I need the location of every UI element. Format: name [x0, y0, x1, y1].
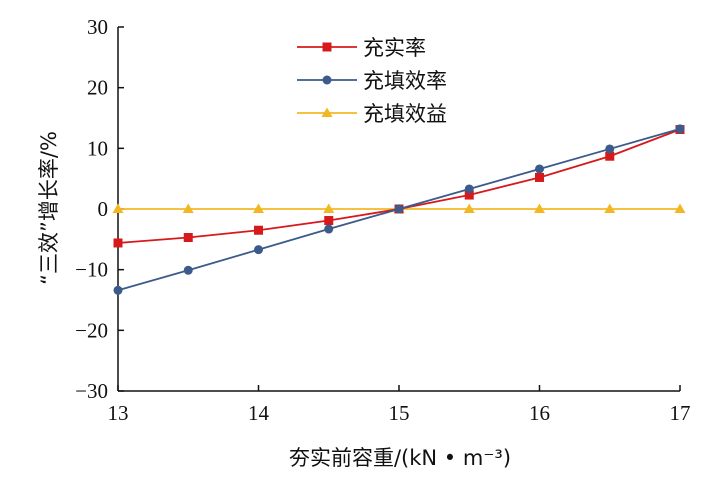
data-point — [605, 144, 615, 154]
data-point — [183, 233, 193, 243]
data-point — [254, 245, 263, 255]
data-point — [463, 203, 475, 213]
data-point — [324, 224, 334, 234]
data-point — [183, 265, 193, 275]
x-tick-label: 17 — [670, 401, 691, 425]
y-tick-label: 30 — [87, 15, 108, 39]
data-point — [394, 204, 404, 214]
y-tick-label: −10 — [75, 258, 108, 282]
y-tick-label: 10 — [87, 136, 108, 160]
legend-marker — [322, 42, 332, 52]
data-point — [182, 203, 194, 213]
series-group — [112, 124, 686, 295]
legend-marker — [322, 75, 332, 85]
data-point — [464, 190, 474, 200]
data-point — [113, 285, 123, 295]
data-point — [534, 203, 545, 213]
legend-marker — [321, 107, 333, 117]
x-axis-label: 夯实前容重/(kN • m⁻³) — [289, 446, 511, 470]
x-tick-label: 14 — [248, 401, 270, 425]
data-point — [604, 203, 616, 213]
legend-label: 充填效益 — [363, 102, 447, 126]
data-point — [675, 124, 685, 134]
data-point — [113, 238, 123, 248]
data-point — [674, 203, 686, 213]
legend-label: 充实率 — [363, 36, 426, 60]
data-point — [253, 203, 264, 213]
data-point — [605, 151, 615, 161]
y-axis-label: “三效”增长率/% — [37, 131, 61, 285]
x-tick-label: 16 — [529, 401, 550, 425]
legend-label: 充填效率 — [363, 69, 447, 93]
data-point — [535, 164, 544, 174]
data-point — [112, 203, 124, 213]
data-point — [464, 184, 474, 194]
y-tick-label: 20 — [87, 76, 108, 100]
y-tick-label: −30 — [75, 379, 108, 403]
legend-item: 充实率 — [297, 36, 426, 60]
x-tick-label: 13 — [108, 401, 129, 425]
data-point — [324, 216, 334, 226]
data-point — [254, 225, 263, 235]
data-point — [535, 172, 544, 182]
legend-item: 充填效率 — [297, 69, 447, 93]
series-2 — [113, 124, 685, 295]
series-line — [117, 128, 681, 244]
series-1 — [113, 125, 685, 248]
legend-item: 充填效益 — [297, 102, 447, 126]
data-point — [323, 203, 335, 213]
y-tick-label: 0 — [98, 197, 109, 221]
y-tick-label: −20 — [75, 318, 108, 342]
x-tick-label: 15 — [389, 401, 410, 425]
